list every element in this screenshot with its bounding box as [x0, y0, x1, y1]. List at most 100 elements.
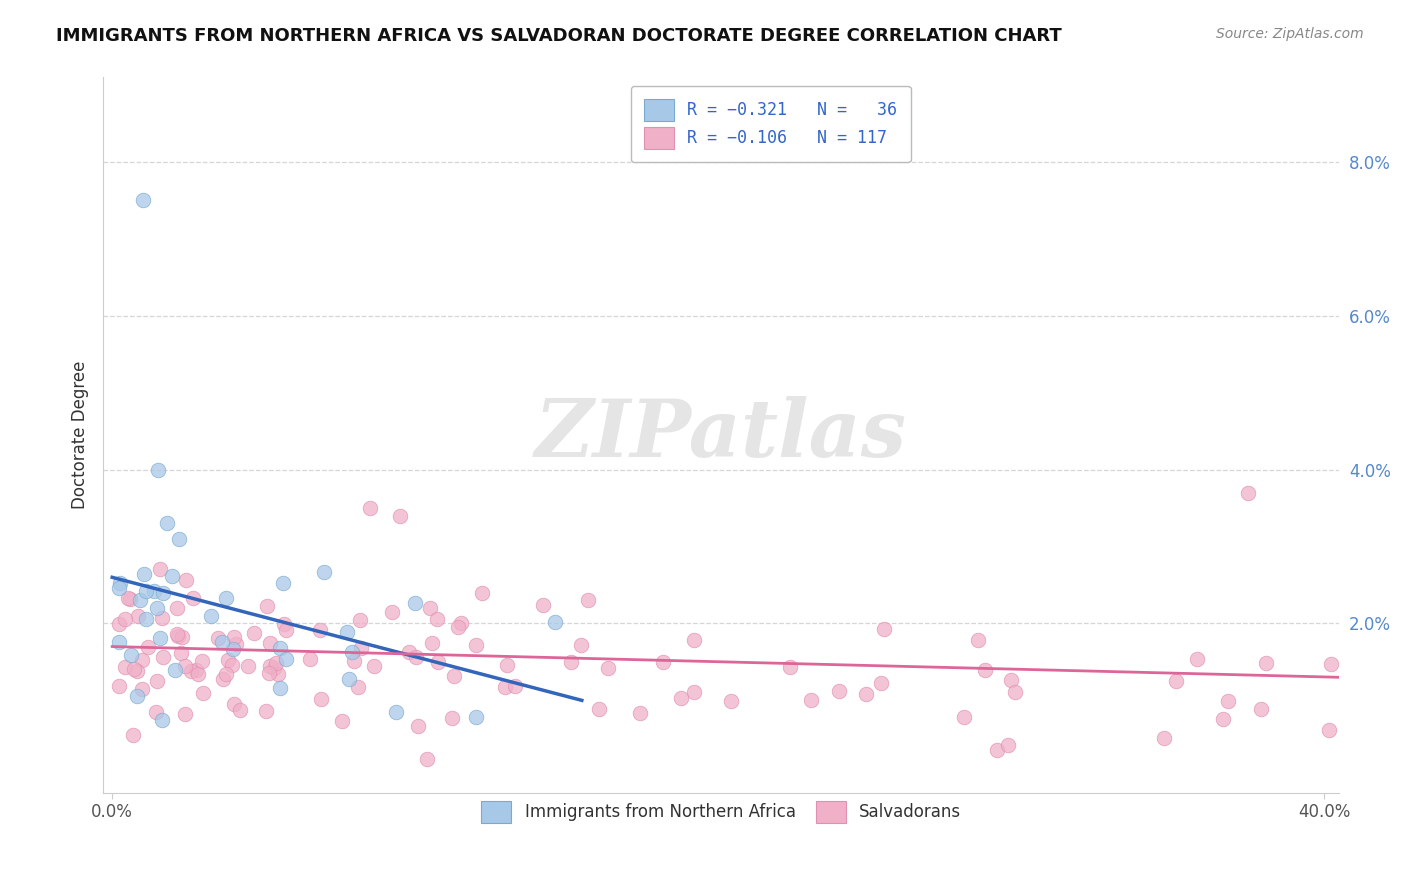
- Point: [217, 653, 239, 667]
- Point: [271, 576, 294, 591]
- Point: [200, 608, 222, 623]
- Point: [166, 627, 188, 641]
- Point: [170, 646, 193, 660]
- Point: [136, 640, 159, 654]
- Point: [427, 655, 450, 669]
- Point: [443, 669, 465, 683]
- Point: [398, 645, 420, 659]
- Point: [1317, 723, 1340, 738]
- Y-axis label: Doctorate Degree: Doctorate Degree: [72, 361, 89, 509]
- Point: [180, 664, 202, 678]
- Point: [256, 599, 278, 614]
- Point: [191, 654, 214, 668]
- Point: [108, 576, 131, 591]
- Point: [167, 629, 190, 643]
- Point: [149, 562, 172, 576]
- Point: [450, 616, 472, 631]
- Point: [416, 752, 439, 766]
- Point: [222, 630, 245, 644]
- Point: [173, 658, 195, 673]
- Point: [1250, 702, 1272, 716]
- Point: [145, 705, 167, 719]
- Point: [1153, 731, 1175, 745]
- Point: [1000, 673, 1022, 687]
- Point: [243, 626, 266, 640]
- Point: [1212, 712, 1234, 726]
- Point: [150, 714, 173, 728]
- Point: [135, 612, 157, 626]
- Point: [384, 705, 406, 719]
- Point: [569, 638, 592, 652]
- Legend: Immigrants from Northern Africa, Salvadorans: Immigrants from Northern Africa, Salvado…: [470, 789, 973, 834]
- Point: [381, 606, 404, 620]
- Point: [870, 676, 893, 690]
- Point: [267, 666, 290, 681]
- Point: [494, 680, 516, 694]
- Point: [440, 711, 463, 725]
- Point: [167, 532, 190, 546]
- Point: [152, 649, 174, 664]
- Point: [1164, 674, 1187, 689]
- Point: [146, 601, 169, 615]
- Point: [544, 615, 567, 630]
- Point: [181, 591, 204, 606]
- Point: [465, 638, 488, 652]
- Point: [170, 630, 193, 644]
- Point: [273, 616, 295, 631]
- Point: [503, 679, 526, 693]
- Point: [350, 640, 373, 655]
- Point: [266, 657, 288, 671]
- Point: [160, 569, 183, 583]
- Point: [121, 728, 143, 742]
- Point: [269, 681, 291, 695]
- Point: [150, 611, 173, 625]
- Point: [259, 635, 281, 649]
- Point: [447, 620, 470, 634]
- Point: [207, 631, 229, 645]
- Point: [114, 612, 136, 626]
- Point: [363, 658, 385, 673]
- Point: [135, 583, 157, 598]
- Text: IMMIGRANTS FROM NORTHERN AFRICA VS SALVADORAN DOCTORATE DEGREE CORRELATION CHART: IMMIGRANTS FROM NORTHERN AFRICA VS SALVA…: [56, 27, 1062, 45]
- Point: [720, 694, 742, 708]
- Point: [120, 648, 142, 662]
- Point: [174, 573, 197, 587]
- Point: [986, 743, 1008, 757]
- Point: [1004, 685, 1026, 699]
- Point: [997, 738, 1019, 752]
- Point: [973, 663, 995, 677]
- Point: [131, 653, 153, 667]
- Point: [406, 719, 429, 733]
- Text: ZIPatlas: ZIPatlas: [536, 396, 907, 474]
- Point: [214, 591, 236, 605]
- Point: [779, 659, 801, 673]
- Point: [576, 592, 599, 607]
- Point: [127, 689, 149, 703]
- Point: [855, 687, 877, 701]
- Point: [127, 664, 149, 678]
- Text: Source: ZipAtlas.com: Source: ZipAtlas.com: [1216, 27, 1364, 41]
- Point: [163, 663, 186, 677]
- Point: [127, 608, 149, 623]
- Point: [259, 658, 281, 673]
- Point: [108, 581, 131, 595]
- Point: [405, 650, 427, 665]
- Point: [238, 659, 260, 673]
- Point: [211, 672, 233, 686]
- Point: [108, 679, 131, 693]
- Point: [184, 664, 207, 678]
- Point: [419, 601, 441, 615]
- Point: [269, 640, 291, 655]
- Point: [146, 463, 169, 477]
- Point: [1254, 657, 1277, 671]
- Point: [149, 631, 172, 645]
- Point: [131, 194, 153, 208]
- Point: [683, 684, 706, 698]
- Point: [337, 672, 360, 686]
- Point: [221, 658, 243, 673]
- Point: [222, 642, 245, 657]
- Point: [404, 596, 426, 610]
- Point: [588, 702, 610, 716]
- Point: [276, 623, 298, 637]
- Point: [117, 591, 139, 605]
